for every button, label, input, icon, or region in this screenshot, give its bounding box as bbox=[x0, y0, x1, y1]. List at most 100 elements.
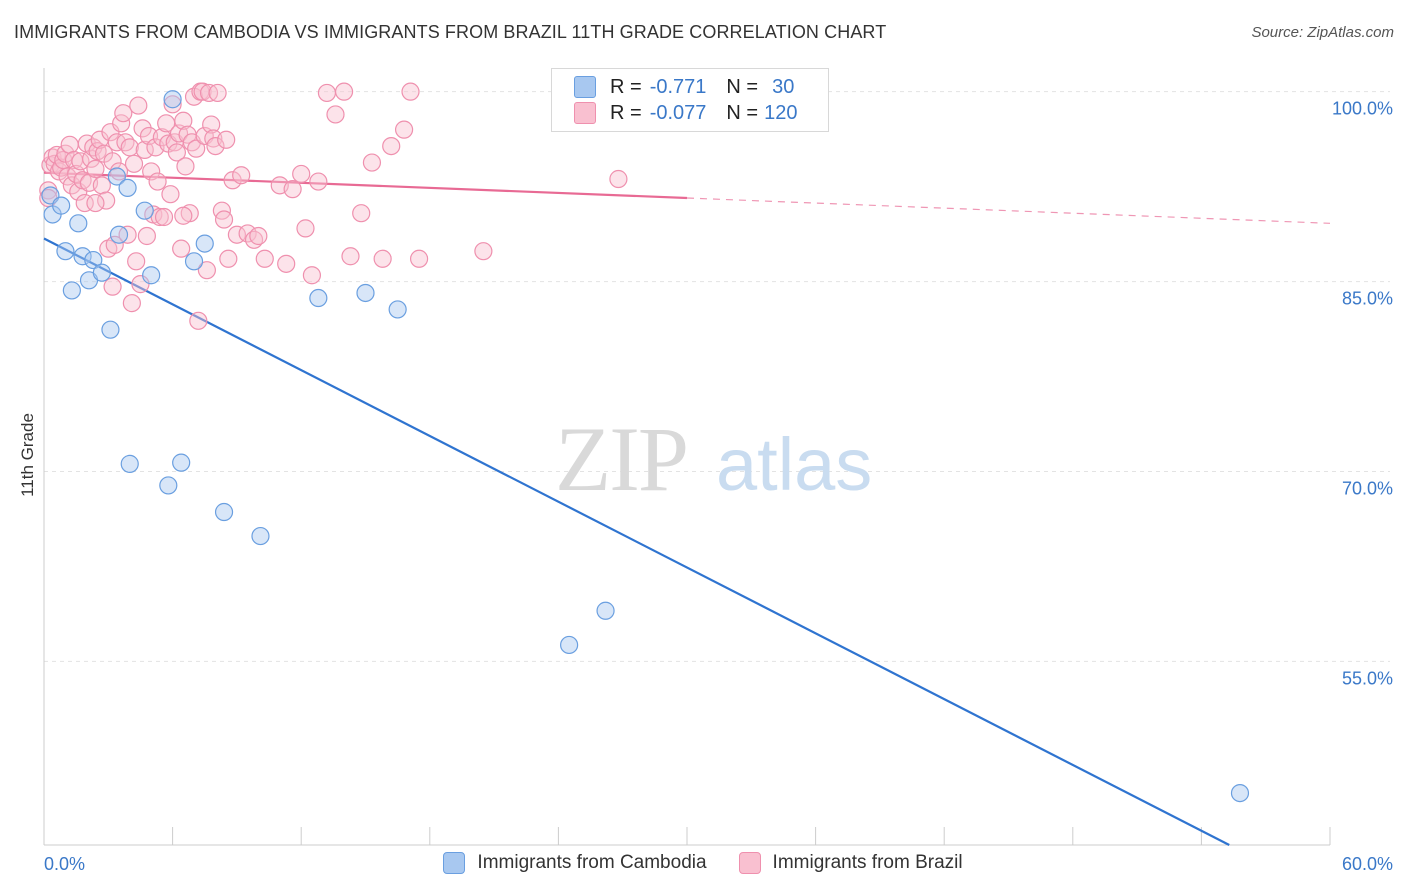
data-point bbox=[86, 159, 105, 178]
legend-r-value: -0.077 bbox=[649, 101, 707, 124]
data-point bbox=[52, 196, 71, 215]
legend-n-label: N = bbox=[726, 101, 759, 124]
legend-swatch-brazil bbox=[574, 102, 596, 124]
legend-swatch-cambodia bbox=[574, 76, 596, 98]
data-point bbox=[135, 201, 154, 220]
data-point bbox=[309, 172, 328, 191]
legend-r-label: R = bbox=[610, 101, 642, 124]
data-point bbox=[302, 266, 322, 285]
data-point bbox=[334, 82, 354, 101]
legend-n-value: 30 bbox=[772, 75, 795, 98]
data-point bbox=[105, 235, 124, 254]
data-point bbox=[195, 234, 214, 253]
data-point bbox=[394, 120, 414, 139]
data-point bbox=[163, 90, 182, 109]
x-tick-label: 0.0% bbox=[44, 854, 85, 874]
data-point bbox=[92, 176, 111, 195]
y-axis-label: 11th Grade bbox=[18, 413, 37, 497]
data-point bbox=[596, 601, 615, 620]
data-point bbox=[249, 226, 268, 246]
y-tick-label: 70.0% bbox=[1342, 478, 1393, 498]
data-point bbox=[401, 82, 420, 101]
data-point bbox=[92, 263, 111, 282]
data-point bbox=[223, 171, 242, 190]
y-tick-label: 100.0% bbox=[1332, 99, 1393, 119]
legend-row-brazil: R = -0.077 N = 120 bbox=[574, 101, 797, 125]
data-point bbox=[317, 83, 337, 103]
source-label: Source: ZipAtlas.com bbox=[1251, 24, 1394, 41]
data-point bbox=[609, 169, 628, 189]
legend-n-value: 120 bbox=[764, 101, 798, 124]
data-point bbox=[97, 191, 116, 210]
tick-labels: 100.0% 85.0% 70.0% 55.0% 0.0% 60.0% bbox=[44, 99, 1393, 874]
series-legend-cambodia: Immigrants from Cambodia bbox=[443, 852, 707, 874]
legend-row-cambodia: R = -0.771 N = 30 bbox=[574, 75, 794, 99]
data-point bbox=[139, 126, 159, 146]
data-point bbox=[122, 293, 141, 313]
data-point bbox=[208, 83, 227, 103]
data-point bbox=[137, 226, 156, 246]
data-point bbox=[124, 154, 144, 173]
data-point bbox=[193, 82, 212, 101]
data-point bbox=[204, 129, 223, 148]
data-point bbox=[187, 139, 206, 158]
data-point bbox=[197, 261, 216, 280]
legend-n-label: N = bbox=[726, 75, 759, 98]
data-point bbox=[154, 207, 174, 227]
data-point bbox=[219, 249, 238, 268]
trend-line-brazil bbox=[43, 171, 688, 200]
data-point bbox=[62, 281, 81, 300]
data-point bbox=[172, 453, 191, 472]
series-legend-brazil: Immigrants from Brazil bbox=[738, 852, 963, 874]
data-point bbox=[341, 247, 360, 266]
chart-title: IMMIGRANTS FROM CAMBODIA VS IMMIGRANTS F… bbox=[14, 22, 887, 42]
data-point bbox=[214, 210, 234, 229]
data-point bbox=[56, 242, 75, 261]
legend-r-label: R = bbox=[610, 75, 642, 98]
data-point bbox=[373, 249, 392, 268]
trend-line-brazil-extension bbox=[686, 197, 1331, 224]
data-point bbox=[167, 143, 186, 162]
data-point bbox=[206, 136, 225, 156]
data-point bbox=[75, 193, 94, 213]
data-point bbox=[356, 283, 375, 303]
legend-r-value: -0.771 bbox=[649, 75, 707, 98]
series-label-brazil: Immigrants from Brazil bbox=[772, 852, 963, 873]
watermark-atlas: atlas bbox=[716, 423, 872, 506]
data-point bbox=[296, 219, 315, 238]
data-point bbox=[69, 214, 88, 233]
watermark-zip: ZIP bbox=[555, 408, 687, 510]
trend-lines bbox=[43, 171, 1331, 846]
y-tick-label: 55.0% bbox=[1342, 668, 1393, 688]
data-point bbox=[86, 193, 105, 213]
data-point bbox=[135, 140, 154, 159]
series-label-cambodia: Immigrants from Cambodia bbox=[477, 852, 707, 873]
data-point bbox=[142, 266, 161, 285]
data-point bbox=[103, 277, 122, 296]
data-point bbox=[202, 115, 221, 134]
correlation-legend: R = -0.771 N = 30 R = -0.077 N = 120 bbox=[551, 68, 829, 132]
data-point bbox=[142, 162, 161, 181]
data-point bbox=[71, 152, 90, 171]
data-point bbox=[129, 96, 148, 115]
data-point bbox=[127, 252, 146, 271]
series-swatch-brazil bbox=[738, 852, 761, 874]
data-point bbox=[277, 254, 296, 273]
trend-line-cambodia bbox=[43, 237, 1230, 846]
data-point bbox=[118, 178, 137, 197]
data-point bbox=[232, 166, 251, 185]
data-point bbox=[174, 206, 193, 225]
data-point bbox=[148, 172, 167, 191]
data-point bbox=[283, 180, 302, 199]
data-point bbox=[184, 252, 204, 271]
data-point bbox=[174, 111, 193, 130]
y-tick-label: 85.0% bbox=[1342, 289, 1393, 309]
data-point bbox=[172, 239, 191, 258]
data-point bbox=[120, 138, 139, 157]
data-point bbox=[326, 105, 345, 124]
data-point bbox=[474, 242, 493, 261]
data-point bbox=[251, 526, 270, 546]
data-point bbox=[1230, 783, 1250, 803]
data-point bbox=[109, 225, 129, 244]
data-point bbox=[161, 185, 180, 204]
